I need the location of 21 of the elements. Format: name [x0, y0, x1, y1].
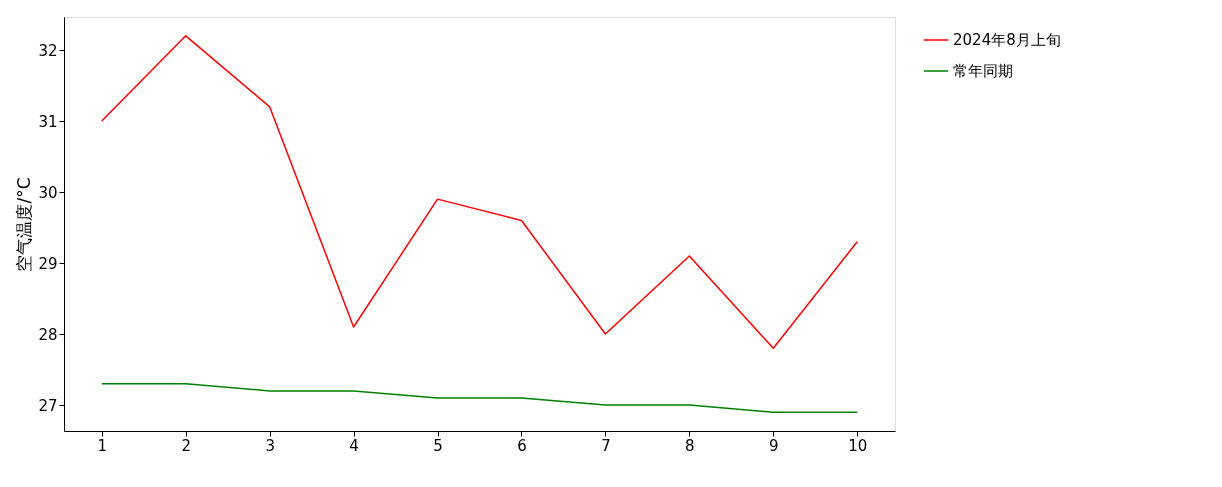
x-tick-label: 2 — [181, 436, 191, 455]
y-tick-label: 31 — [38, 112, 58, 131]
x-tick-label: 1 — [97, 436, 108, 455]
x-tick-label: 7 — [601, 436, 611, 455]
y-axis-title: 空气温度/°C — [14, 177, 35, 272]
y-tick-label: 27 — [38, 396, 58, 415]
y-tick-label: 29 — [38, 254, 58, 273]
x-tick-label: 3 — [265, 436, 275, 455]
x-tick-label: 4 — [349, 436, 359, 455]
y-tick-label: 30 — [38, 183, 58, 202]
y-tick-label: 32 — [38, 41, 58, 60]
y-tick-label: 28 — [38, 325, 58, 344]
legend-label: 常年同期 — [953, 62, 1013, 80]
x-tick-label: 5 — [433, 436, 443, 455]
x-tick-label: 8 — [685, 436, 695, 455]
x-tick-label: 9 — [769, 436, 779, 455]
line-series — [101, 35, 858, 350]
line-series — [101, 383, 858, 413]
legend-label: 2024年8月上旬 — [953, 31, 1061, 49]
x-tick-label: 10 — [848, 436, 868, 455]
x-tick-label: 6 — [517, 436, 527, 455]
